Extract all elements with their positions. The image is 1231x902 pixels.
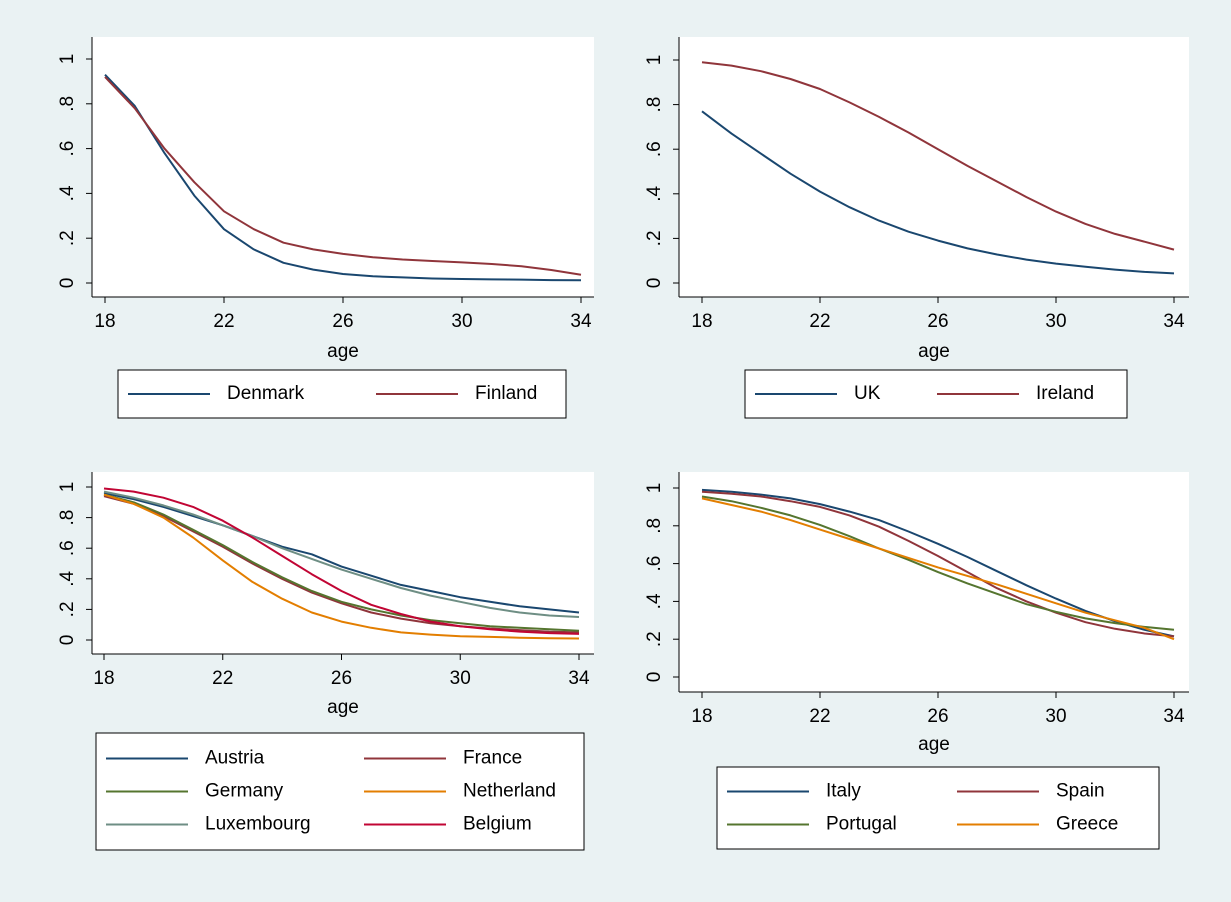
legend-label: Ireland: [1036, 383, 1094, 404]
y-tick-label: .6: [57, 141, 78, 157]
chart-panel-3: 0 .2 .4 .6 .8 1 18 22 26 30 34 age Austria France Germ…: [57, 472, 594, 851]
y-tick-label: 0: [644, 672, 665, 683]
y-tick-label: .4: [57, 570, 78, 586]
chart-panel-4: 0 .2 .4 .6 .8 1 18 22 26 30 34 age Italy Spain Portuga…: [644, 472, 1189, 850]
plot-region: [92, 37, 594, 297]
y-tick-label: .6: [57, 540, 78, 556]
x-axis-title: age: [918, 734, 950, 755]
legend-label: Germany: [205, 781, 284, 802]
y-tick-label: .4: [644, 593, 665, 609]
series-line-germany: [103, 493, 580, 632]
series-line-luxembourg: [103, 490, 580, 618]
x-tick-label: 26: [927, 311, 948, 332]
legend-label: France: [463, 748, 522, 769]
chart-panel-1: 0 .2 .4 .6 .8 1 18 22 26 30 34 age Denmark Finland: [57, 37, 594, 419]
x-tick-label: 26: [332, 311, 353, 332]
series-line-portugal: [701, 495, 1175, 631]
y-tick-label: .6: [644, 141, 665, 157]
y-tick-label: .4: [57, 185, 78, 201]
plot-region: [679, 37, 1189, 297]
x-tick-label: 18: [691, 311, 712, 332]
y-tick-label: .2: [644, 230, 665, 246]
legend-label: Belgium: [463, 814, 532, 835]
y-tick-label: .8: [57, 96, 78, 112]
series-line-greece: [701, 497, 1175, 641]
x-tick-label: 30: [451, 311, 472, 332]
x-axis-title: age: [918, 341, 950, 362]
legend-label: Austria: [205, 748, 265, 769]
y-tick-label: 1: [57, 54, 78, 65]
x-tick-label: 34: [1163, 311, 1185, 332]
x-tick-label: 18: [691, 706, 712, 727]
x-tick-label: 34: [1163, 706, 1185, 727]
series-line-spain: [701, 490, 1175, 638]
y-tick-label: .8: [644, 518, 665, 534]
y-tick-label: .6: [644, 556, 665, 572]
y-tick-label: 1: [644, 55, 665, 66]
x-tick-label: 34: [570, 311, 592, 332]
x-axis-title: age: [327, 697, 359, 718]
series-line-denmark: [104, 74, 582, 282]
x-tick-label: 30: [1045, 706, 1066, 727]
legend-label: Greece: [1056, 814, 1118, 835]
y-tick-label: 1: [57, 482, 78, 493]
y-tick-label: 1: [644, 483, 665, 494]
legend-label: Netherland: [463, 781, 556, 802]
legend-label: Italy: [826, 781, 861, 802]
series-line-austria: [103, 492, 580, 614]
series-line-finland: [104, 76, 582, 276]
x-tick-label: 26: [331, 668, 352, 689]
legend-box: [716, 766, 1160, 850]
series-line-netherland: [103, 493, 580, 640]
y-tick-label: .2: [57, 601, 78, 617]
y-tick-label: .2: [644, 631, 665, 647]
series-line-belgium: [103, 487, 580, 635]
y-tick-label: .8: [644, 97, 665, 113]
y-tick-label: .8: [57, 510, 78, 526]
x-tick-label: 34: [568, 668, 590, 689]
plot-region: [679, 472, 1189, 692]
x-tick-label: 22: [213, 311, 234, 332]
x-tick-label: 30: [1045, 311, 1066, 332]
y-tick-label: 0: [57, 635, 78, 646]
y-tick-label: .4: [644, 185, 665, 201]
x-tick-label: 22: [809, 311, 830, 332]
legend: Austria France Germany Netherland Luxembourg…: [95, 732, 585, 851]
x-tick-label: 26: [927, 706, 948, 727]
series-line-uk: [701, 110, 1175, 275]
x-tick-label: 22: [212, 668, 233, 689]
y-tick-label: 0: [57, 278, 78, 289]
series-line-france: [103, 495, 580, 634]
y-tick-label: .2: [57, 230, 78, 246]
legend: Italy Spain Portugal Greece: [716, 766, 1160, 850]
x-axis-title: age: [327, 341, 359, 362]
legend: UK Ireland: [744, 369, 1128, 419]
legend: Denmark Finland: [117, 369, 567, 419]
x-tick-label: 30: [450, 668, 471, 689]
legend-label: Spain: [1056, 781, 1105, 802]
legend-label: Finland: [475, 383, 537, 404]
x-tick-label: 18: [93, 668, 114, 689]
legend-label: Portugal: [826, 814, 897, 835]
y-tick-label: 0: [644, 278, 665, 289]
x-tick-label: 22: [809, 706, 830, 727]
series-line-ireland: [701, 61, 1175, 251]
legend-label: Luxembourg: [205, 814, 311, 835]
legend-label: Denmark: [227, 383, 305, 404]
legend-label: UK: [854, 383, 881, 404]
x-tick-label: 18: [94, 311, 115, 332]
chart-panel-2: 0 .2 .4 .6 .8 1 18 22 26 30 34 age UK Ireland: [644, 37, 1189, 419]
